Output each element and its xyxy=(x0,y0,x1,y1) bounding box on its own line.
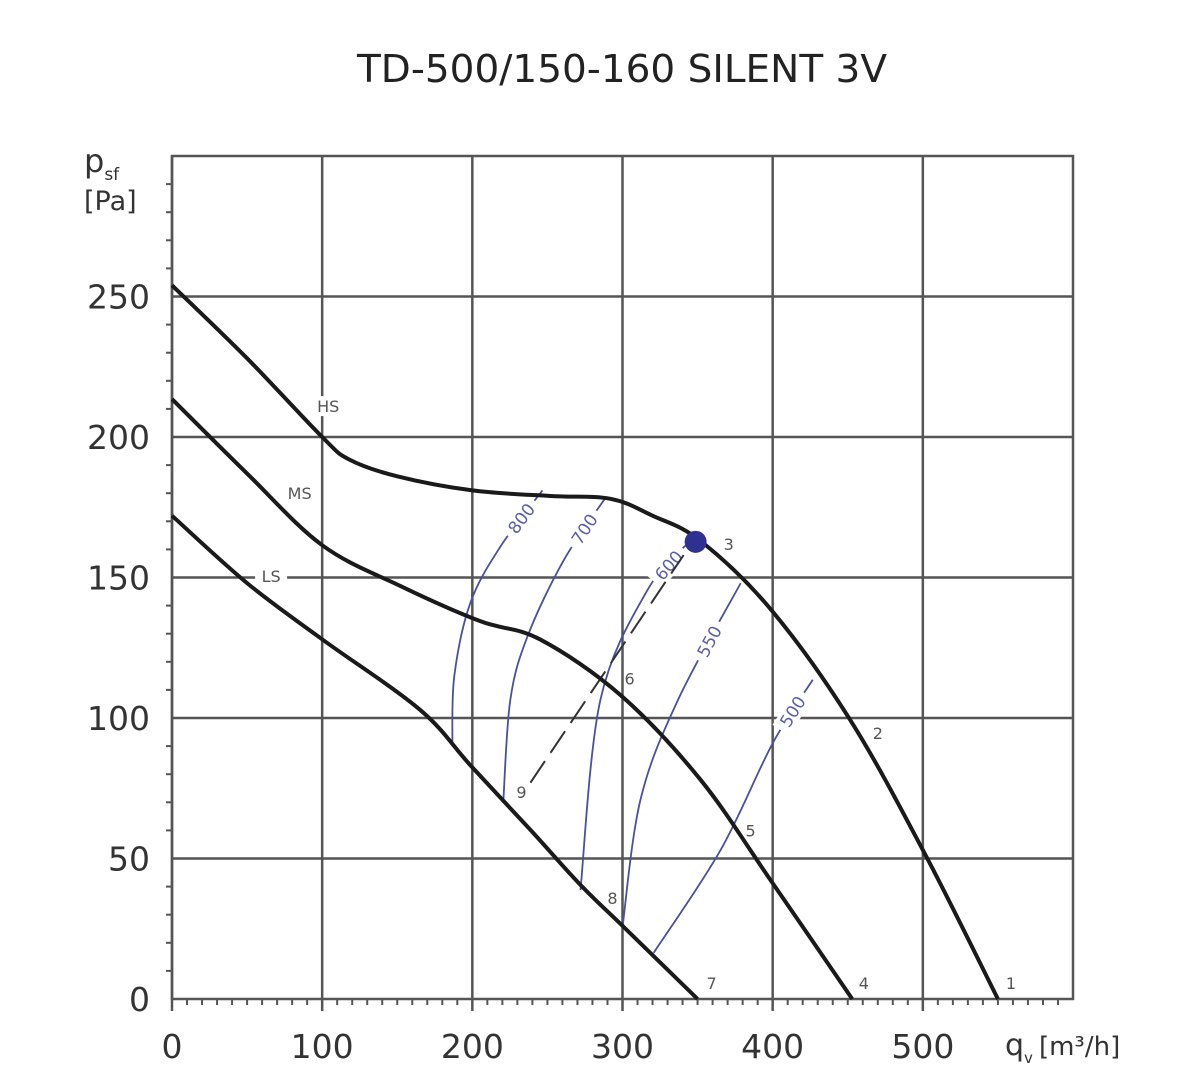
iso-label-bg xyxy=(690,617,729,666)
chart-title: TD-500/150-160 SILENT 3V xyxy=(356,47,887,91)
x-tick-label: 0 xyxy=(162,1027,183,1066)
fan-curve-ls xyxy=(170,514,699,1001)
y-tick-label: 50 xyxy=(108,840,150,879)
curve-label-bg xyxy=(255,565,288,586)
curve-label-bg xyxy=(312,396,345,417)
iso-label-bg xyxy=(646,542,691,589)
point-label: 1 xyxy=(1006,974,1016,993)
curve-label: MS xyxy=(288,484,312,503)
fan-curve-hs xyxy=(170,283,1000,1000)
y-axis-subscript: sf xyxy=(104,165,120,185)
x-axis-unit: [m³/h] xyxy=(1039,1032,1120,1062)
curve-label: LS xyxy=(262,567,281,586)
y-tick-label: 150 xyxy=(87,559,150,598)
iso-line-600 xyxy=(579,540,691,891)
x-tick-label: 100 xyxy=(291,1027,354,1066)
x-axis-symbol: q xyxy=(1005,1028,1024,1063)
axis-ticks: 0 100 200 300 400 500 0 50 100 150 200 250 xyxy=(87,278,954,1067)
x-tick-label: 300 xyxy=(591,1027,654,1066)
curve-label-bg xyxy=(283,483,316,504)
grid xyxy=(166,154,1075,1011)
point-label: 2 xyxy=(873,724,883,743)
fan-curves xyxy=(170,283,1000,1001)
x-axis-subscript: v xyxy=(1024,1049,1033,1067)
system-curve xyxy=(529,554,685,784)
point-label: 3 xyxy=(724,535,734,554)
y-axis-label: psf xyxy=(84,142,120,185)
point-label: 5 xyxy=(745,821,755,840)
annotations: HS MS LS 1 2 3 4 5 6 7 8 9 xyxy=(255,396,1016,993)
x-axis-label: qv [m³/h] xyxy=(1005,1028,1120,1067)
x-tick-label: 400 xyxy=(741,1027,804,1066)
point-label: 8 xyxy=(607,889,617,908)
iso-label-bg xyxy=(772,687,813,736)
iso-label-bg xyxy=(500,494,543,543)
point-label: 9 xyxy=(516,783,526,802)
point-label: 6 xyxy=(624,670,634,689)
y-tick-label: 100 xyxy=(87,699,150,738)
point-label: 7 xyxy=(706,974,716,993)
y-tick-label: 0 xyxy=(129,980,150,1019)
y-tick-label: 200 xyxy=(87,418,150,457)
y-axis-symbol: p xyxy=(84,142,104,180)
y-axis-unit: [Pa] xyxy=(84,186,137,217)
x-tick-label: 500 xyxy=(891,1027,954,1066)
curve-label: HS xyxy=(317,397,339,416)
iso-label-bg xyxy=(563,505,606,554)
point-label: 4 xyxy=(859,974,869,993)
fan-curve-ms xyxy=(170,397,854,1001)
x-tick-label: 200 xyxy=(441,1027,504,1066)
operating-point xyxy=(684,530,707,553)
y-tick-label: 250 xyxy=(87,278,150,317)
